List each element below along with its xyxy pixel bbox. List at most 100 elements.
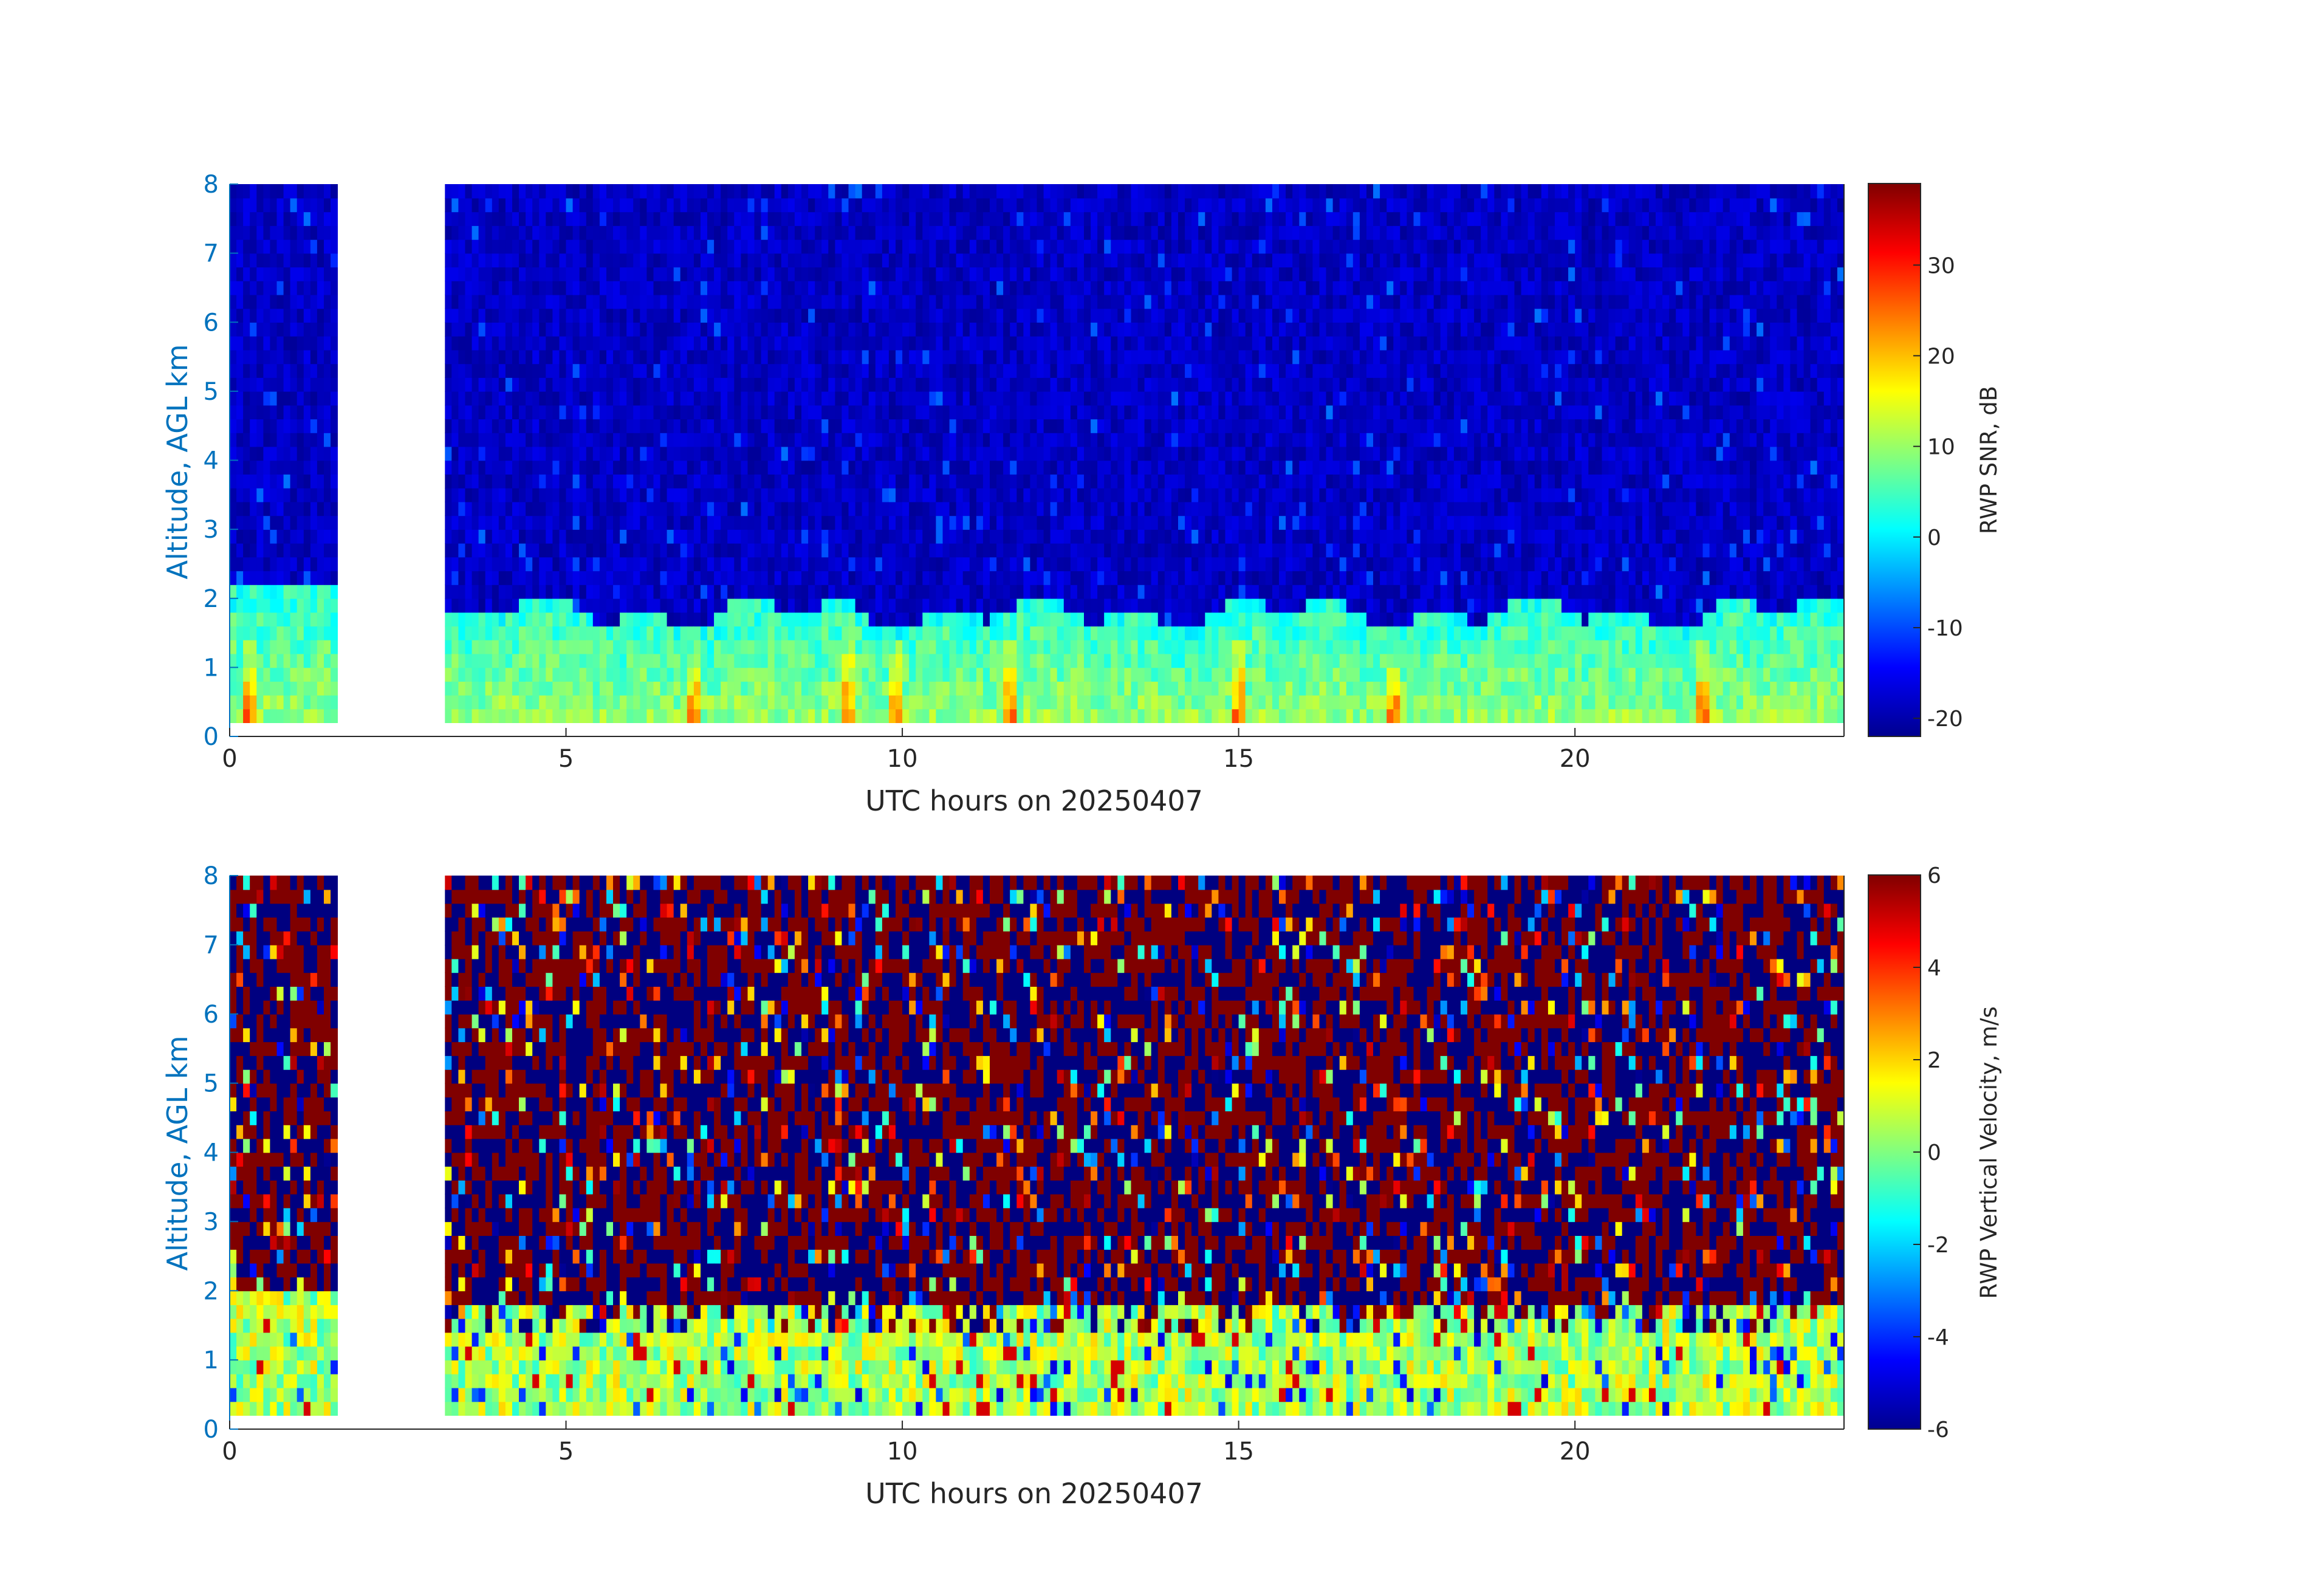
heatmap-cell [1070, 336, 1078, 351]
heatmap-cell [701, 225, 708, 240]
heatmap-cell [1084, 377, 1091, 392]
heatmap-cell [1037, 571, 1044, 585]
heatmap-cell [646, 681, 654, 696]
heatmap-cell [902, 405, 910, 420]
heatmap-cell [882, 529, 889, 544]
heatmap-cell [896, 474, 903, 489]
heatmap-cell [492, 598, 499, 613]
heatmap-cell [1091, 391, 1098, 406]
heatmap-cell [1171, 253, 1179, 268]
heatmap-cell [485, 197, 493, 213]
heatmap-cell [1157, 667, 1165, 682]
heatmap-cell [801, 487, 809, 503]
heatmap-cell [236, 446, 244, 461]
heatmap-cell [626, 460, 634, 475]
heatmap-cell [916, 239, 924, 254]
heatmap-cell [633, 639, 641, 654]
heatmap-cell [922, 571, 930, 585]
heatmap-cell [1171, 653, 1179, 668]
heatmap-cell [250, 529, 258, 544]
heatmap-cell [875, 571, 883, 585]
heatmap-cell [572, 225, 580, 240]
heatmap-cell [1037, 281, 1044, 295]
heatmap-cell [693, 294, 701, 309]
heatmap-cell [821, 336, 829, 351]
heatmap-cell [646, 460, 654, 475]
heatmap-cell [317, 322, 324, 337]
heatmap-cell [526, 239, 533, 254]
heatmap-cell [606, 433, 614, 447]
heatmap-cell [1144, 501, 1152, 516]
heatmap-cell [478, 639, 486, 654]
heatmap-cell [747, 322, 755, 337]
heatmap-cell [916, 501, 924, 516]
heatmap-cell [868, 225, 876, 240]
heatmap-cell [230, 377, 237, 392]
heatmap-cell [250, 225, 258, 240]
heatmap-cell [606, 391, 614, 406]
heatmap-cell [727, 487, 735, 503]
heatmap-cell [888, 294, 896, 309]
heatmap-cell [868, 487, 876, 503]
heatmap-cell [855, 543, 863, 558]
heatmap-cell [1063, 308, 1071, 323]
heatmap-cell [458, 336, 466, 351]
heatmap-cell [1037, 294, 1044, 309]
heatmap-cell [767, 225, 775, 240]
heatmap-cell [526, 184, 533, 199]
heatmap-cell [566, 349, 574, 365]
heatmap-cell [835, 460, 843, 475]
heatmap-cell [1070, 405, 1078, 420]
heatmap-cell [539, 598, 547, 613]
heatmap-cell [1091, 639, 1098, 654]
heatmap-cell [902, 667, 910, 682]
heatmap-cell [445, 419, 453, 433]
heatmap-cell [626, 377, 634, 392]
heatmap-cell [1043, 612, 1051, 626]
heatmap-cell [519, 433, 526, 447]
heatmap-cell [761, 487, 769, 503]
heatmap-cell [519, 585, 526, 599]
heatmap-cell [532, 184, 540, 199]
heatmap-cell [1091, 294, 1098, 309]
heatmap-cell [492, 419, 499, 433]
heatmap-cell [606, 308, 614, 323]
heatmap-cell [485, 612, 493, 626]
heatmap-cell [230, 391, 237, 406]
heatmap-cell [1057, 349, 1064, 365]
heatmap-cell [1185, 433, 1192, 447]
heatmap-cell [801, 322, 809, 337]
heatmap-cell [478, 253, 486, 268]
heatmap-cell [478, 239, 486, 254]
heatmap-cell [1104, 571, 1112, 585]
heatmap-cell [909, 184, 917, 199]
heatmap-cell [310, 391, 318, 406]
heatmap-cell [626, 487, 634, 503]
heatmap-cell [855, 571, 863, 585]
heatmap-cell [680, 322, 688, 337]
heatmap-cell [566, 585, 574, 599]
heatmap-cell [1117, 681, 1125, 696]
heatmap-cell [1097, 281, 1105, 295]
heatmap-cell [331, 322, 338, 337]
heatmap-cell [471, 585, 479, 599]
heatmap-cell [741, 294, 749, 309]
heatmap-cell [1050, 308, 1058, 323]
heatmap-cell [761, 571, 769, 585]
heatmap-cell [471, 225, 479, 240]
heatmap-cell [236, 294, 244, 309]
heatmap-cell [1084, 598, 1091, 613]
heatmap-cell [606, 557, 614, 572]
heatmap-cell [660, 695, 668, 710]
heatmap-cell [451, 501, 459, 516]
heatmap-cell [599, 667, 607, 682]
heatmap-cell [230, 253, 237, 268]
heatmap-cell [909, 225, 917, 240]
heatmap-cell [1063, 557, 1071, 572]
heatmap-cell [888, 239, 896, 254]
heatmap-cell [331, 598, 338, 613]
heatmap-cell [586, 405, 594, 420]
heatmap-cell [1003, 571, 1010, 585]
heatmap-cell [1070, 626, 1078, 640]
heatmap-cell [896, 543, 903, 558]
